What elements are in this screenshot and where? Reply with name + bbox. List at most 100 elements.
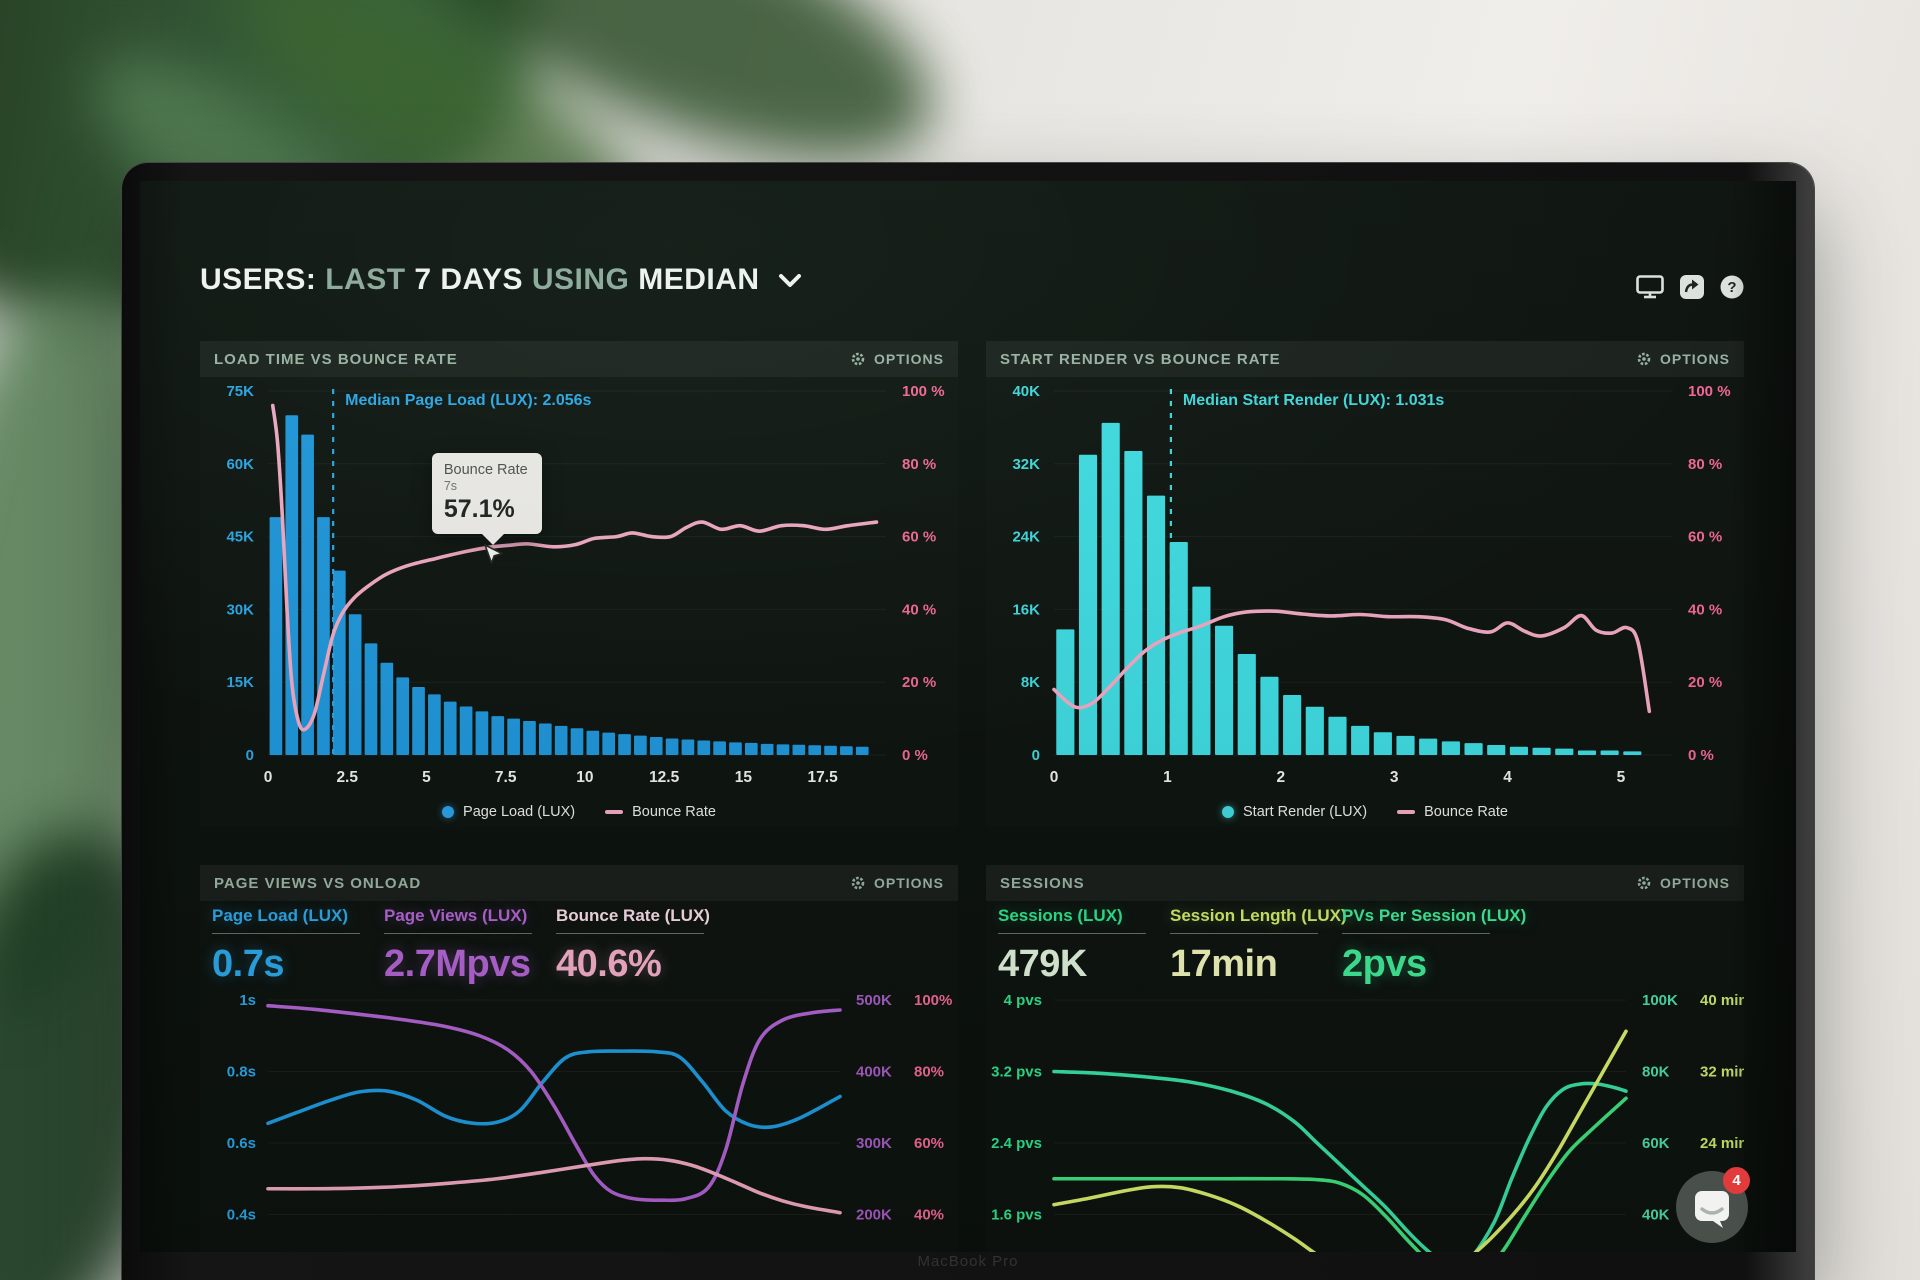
series-line (1052, 1069, 1628, 1252)
metric-label: Session Length (LUX) (1170, 906, 1347, 925)
share-icon[interactable] (1680, 275, 1704, 299)
title-using: USING (531, 263, 630, 296)
options-label: OPTIONS (873, 875, 944, 891)
metric-row: Page Load (LUX) 0.7s Page Views (LUX) 2.… (212, 901, 958, 990)
svg-text:60K: 60K (1642, 1135, 1670, 1152)
page_views-canvas: 1s 0.8s 0.6s 0.4s 500K 100% 400K 80% 300K 60% 200K… (227, 992, 953, 1224)
svg-text:100K: 100K (1642, 992, 1678, 1009)
svg-text:5: 5 (422, 769, 431, 786)
panel-page-views-header: PAGE VIEWS VS ONLOAD OPTIONS (200, 865, 958, 901)
svg-text:16K: 16K (1012, 601, 1040, 618)
metric-value: 17min (1170, 943, 1278, 985)
chat-widget-button[interactable]: 4 (1676, 1167, 1750, 1243)
options-button[interactable]: OPTIONS (850, 351, 944, 367)
metric-page-load: Page Load (LUX) 0.7s (212, 906, 362, 990)
bars (269, 415, 869, 755)
bounce-rate-line (1052, 609, 1652, 714)
svg-text:200K: 200K (856, 1207, 892, 1224)
metric-label: Page Views (LUX) (384, 906, 528, 925)
svg-text:0: 0 (246, 747, 254, 764)
panel-load-time-header: LOAD TIME VS BOUNCE RATE OPTIONS (200, 341, 958, 377)
svg-text:0.4s: 0.4s (227, 1207, 256, 1224)
metric-label: Bounce Rate (LUX) (556, 906, 710, 925)
chat-bubble-icon (1695, 1191, 1729, 1228)
panel-start-render-header: START RENDER VS BOUNCE RATE OPTIONS (986, 341, 1744, 377)
start_render-canvas: Median Start Render (LUX): 1.031s 40K 32K 2… (1012, 383, 1730, 786)
chevron-down-icon[interactable] (778, 274, 802, 288)
svg-text:5: 5 (1617, 769, 1626, 786)
load-time-chart[interactable]: Median Page Load (LUX): 2.056s 75K 60K 45K 3… (200, 377, 958, 797)
svg-text:60 %: 60 % (1688, 529, 1722, 546)
svg-text:0 %: 0 % (902, 747, 928, 764)
legend: Page Load (LUX) Bounce Rate (200, 797, 958, 827)
svg-text:0.8s: 0.8s (227, 1064, 256, 1081)
legend-item-page-load[interactable]: Page Load (LUX) (442, 804, 575, 820)
svg-text:75K: 75K (226, 383, 254, 400)
bounce-rate-line (270, 403, 879, 732)
svg-text:300K: 300K (856, 1135, 892, 1152)
bars (1056, 422, 1642, 755)
legend: Start Render (LUX) Bounce Rate (986, 797, 1744, 827)
metric-value: 2.7Mpvs (384, 943, 531, 985)
start-render-chart[interactable]: Median Start Render (LUX): 1.031s 40K 32K 2… (986, 377, 1744, 797)
legend-label: Page Load (LUX) (463, 804, 576, 820)
metric-pvs-per-session: PVs Per Session (LUX) 2pvs (1342, 906, 1526, 990)
options-button[interactable]: OPTIONS (1636, 351, 1730, 367)
svg-text:100 %: 100 % (902, 383, 945, 400)
svg-text:3.2 pvs: 3.2 pvs (991, 1064, 1042, 1081)
blue-dot-icon (442, 806, 455, 818)
svg-text:32K: 32K (1012, 456, 1040, 473)
metric-bounce-rate: Bounce Rate (LUX) 40.6% (556, 906, 710, 990)
metric-value: 479K (998, 943, 1087, 985)
options-label: OPTIONS (1659, 351, 1730, 367)
svg-text:80 %: 80 % (902, 456, 936, 473)
metric-label: Page Load (LUX) (212, 906, 349, 925)
svg-text:500K: 500K (856, 992, 892, 1009)
legend-item-bounce-rate[interactable]: Bounce Rate (605, 804, 716, 820)
panel-title: SESSIONS (1000, 874, 1085, 892)
laptop-brand-label: MacBook Pro (917, 1253, 1019, 1270)
pink-line-icon (1397, 810, 1416, 814)
options-button[interactable]: OPTIONS (850, 875, 944, 891)
svg-text:40 %: 40 % (902, 601, 936, 618)
help-icon[interactable]: ? (1720, 275, 1744, 299)
options-button[interactable]: OPTIONS (1636, 875, 1730, 891)
svg-text:45K: 45K (226, 529, 254, 546)
svg-text:4 pvs: 4 pvs (1004, 992, 1042, 1009)
legend-label: Bounce Rate (632, 804, 716, 820)
metric-underline (1170, 933, 1318, 934)
svg-text:400K: 400K (856, 1064, 892, 1081)
legend-item-start-render[interactable]: Start Render (LUX) (1222, 804, 1367, 820)
svg-text:12.5: 12.5 (649, 769, 680, 786)
cursor-icon (484, 544, 503, 564)
metric-underline (998, 933, 1146, 934)
options-label: OPTIONS (873, 351, 944, 367)
monitor-icon[interactable] (1636, 275, 1664, 299)
svg-text:80%: 80% (914, 1064, 944, 1081)
page-views-chart[interactable]: 1s 0.8s 0.6s 0.4s 500K 100% 400K 80% 300K 60% 200K… (200, 990, 958, 1252)
metric-session-length: Session Length (LUX) 17min (1170, 906, 1347, 990)
sessions-canvas: 4 pvs 3.2 pvs 2.4 pvs 1.6 pvs 100K 40 min 80K 3… (991, 992, 1748, 1252)
svg-text:1s: 1s (239, 992, 256, 1009)
panel-title: LOAD TIME VS BOUNCE RATE (214, 350, 458, 368)
svg-text:40 min: 40 min (1700, 992, 1744, 1009)
metric-page-views: Page Views (LUX) 2.7Mpvs (384, 906, 534, 990)
page-title[interactable]: USERS: LAST 7 DAYS USING MEDIAN (200, 263, 802, 297)
svg-text:40 %: 40 % (1688, 601, 1722, 618)
panel-title: PAGE VIEWS VS ONLOAD (214, 874, 422, 892)
svg-text:60 %: 60 % (902, 529, 936, 546)
svg-text:3: 3 (1390, 769, 1399, 786)
svg-text:24K: 24K (1012, 529, 1040, 546)
svg-text:Median Start Render (LUX): 1.0: Median Start Render (LUX): 1.031s (1183, 392, 1445, 409)
metric-underline (384, 933, 532, 934)
sessions-chart[interactable]: 4 pvs 3.2 pvs 2.4 pvs 1.6 pvs 100K 40 min 80K 3… (986, 990, 1748, 1252)
svg-text:60K: 60K (226, 456, 254, 473)
svg-text:0: 0 (264, 769, 273, 786)
metric-value: 40.6% (556, 943, 662, 985)
svg-text:10: 10 (576, 769, 593, 786)
svg-text:1.6 pvs: 1.6 pvs (991, 1207, 1042, 1224)
metric-sessions: Sessions (LUX) 479K (998, 906, 1148, 990)
panel-start-render: START RENDER VS BOUNCE RATE OPTIONS Medi… (986, 341, 1744, 827)
legend-item-bounce-rate[interactable]: Bounce Rate (1397, 804, 1508, 820)
metric-label: Sessions (LUX) (998, 906, 1123, 925)
